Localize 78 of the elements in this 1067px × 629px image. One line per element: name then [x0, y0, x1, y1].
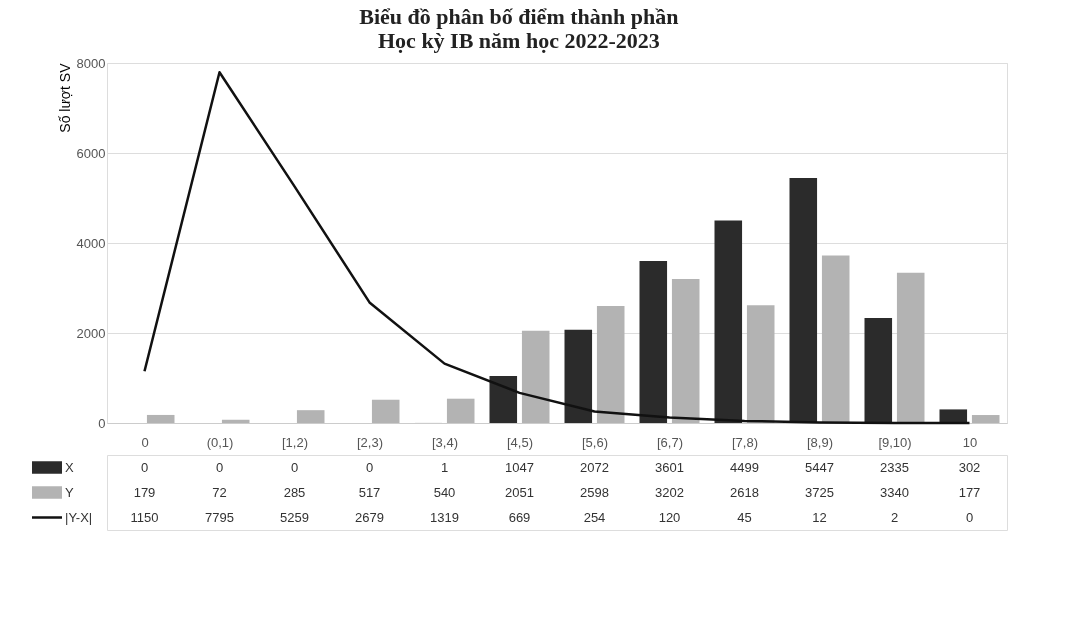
data-label: 5259	[280, 509, 309, 525]
x-tick-label: [9,10)	[878, 434, 912, 450]
data-label: 1319	[430, 509, 459, 525]
data-label: 0	[290, 459, 299, 475]
bar	[221, 419, 250, 423]
bar	[896, 272, 925, 423]
data-label: 2335	[880, 459, 909, 475]
data-label: 3340	[880, 484, 909, 500]
bar	[521, 330, 550, 423]
bar	[146, 414, 175, 423]
x-tick-label: [6,7)	[656, 434, 684, 450]
x-tick-label: [7,8)	[731, 434, 759, 450]
data-label: 2618	[730, 484, 759, 500]
bar	[821, 255, 850, 423]
y-tick-label: 0	[98, 415, 106, 431]
y-tick-label: 4000	[76, 235, 106, 251]
data-label: 179	[133, 484, 156, 500]
x-tick-label: [5,6)	[581, 434, 609, 450]
data-label: 517	[358, 484, 381, 500]
data-label: 2598	[580, 484, 609, 500]
bar	[671, 278, 700, 423]
data-label: 3601	[655, 459, 684, 475]
x-tick-label: 10	[962, 434, 978, 450]
bar	[489, 375, 518, 423]
data-label: 302	[958, 459, 981, 475]
data-label: 0	[365, 459, 374, 475]
bar	[446, 398, 475, 423]
bar	[296, 410, 325, 423]
data-label: 177	[958, 484, 981, 500]
data-label: 669	[508, 509, 531, 525]
x-tick-label: [4,5)	[506, 434, 534, 450]
data-label: 0	[140, 459, 149, 475]
data-label: 254	[583, 509, 606, 525]
bar	[789, 177, 818, 423]
data-label: 5447	[805, 459, 834, 475]
data-label: 1047	[505, 459, 534, 475]
data-label: 1150	[130, 509, 159, 525]
legend-label: Y	[65, 484, 74, 500]
data-label: 285	[283, 484, 306, 500]
data-label: 2	[890, 509, 899, 525]
bar	[864, 317, 893, 423]
data-label: 3202	[655, 484, 684, 500]
bar	[939, 409, 968, 423]
data-label: 540	[433, 484, 456, 500]
y-axis-title: Số lượt SV	[56, 62, 73, 133]
data-label: 2072	[580, 459, 609, 475]
y-tick-label: 8000	[76, 55, 106, 71]
data-label: 2679	[355, 509, 384, 525]
data-label: 0	[215, 459, 224, 475]
bar	[564, 329, 593, 423]
x-tick-label: [8,9)	[806, 434, 834, 450]
legend-label: X	[65, 459, 74, 475]
bar	[971, 415, 1000, 423]
y-tick-label: 2000	[76, 325, 106, 341]
data-label: 120	[658, 509, 681, 525]
data-label: 12	[812, 509, 827, 525]
bar	[371, 399, 400, 423]
data-label: 7795	[205, 509, 234, 525]
data-label: 2051	[505, 484, 534, 500]
x-tick-label: (0,1)	[206, 434, 234, 450]
line-series	[143, 70, 971, 425]
x-tick-label: [1,2)	[281, 434, 309, 450]
x-tick-label: [2,3)	[356, 434, 384, 450]
data-label: 3725	[805, 484, 834, 500]
data-label: 1	[440, 459, 449, 475]
bar	[639, 260, 668, 423]
data-label: 4499	[730, 459, 759, 475]
bar	[746, 305, 775, 423]
bar	[714, 220, 743, 423]
bar	[596, 306, 625, 423]
x-tick-label: 0	[141, 434, 149, 450]
legend-label: |Y-X|	[65, 509, 93, 525]
data-label: 45	[737, 509, 752, 525]
x-tick-label: [3,4)	[431, 434, 459, 450]
chart-title: Biểu đồ phân bố điểm thành phần Học kỳ IB năm học 2022-2023	[359, 3, 679, 53]
data-label: 72	[212, 484, 227, 500]
y-tick-label: 6000	[76, 145, 106, 161]
data-label: 0	[965, 509, 974, 525]
